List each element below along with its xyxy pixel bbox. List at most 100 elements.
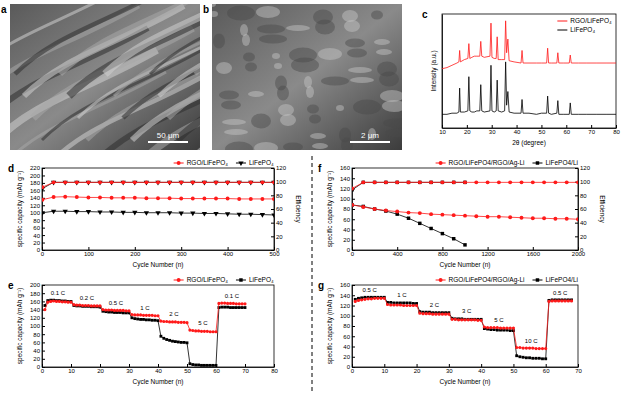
panel-label: b bbox=[203, 4, 209, 15]
data-point bbox=[553, 180, 557, 184]
data-point bbox=[144, 211, 149, 216]
data-point bbox=[463, 243, 466, 246]
legend: RGO/LiFePO4/RGO/Ag-LiLiFePO4/Li bbox=[436, 159, 578, 167]
tick-label: 60 bbox=[543, 368, 550, 374]
tick-mark bbox=[352, 367, 355, 368]
data-point bbox=[191, 329, 194, 332]
tick: 20 bbox=[464, 125, 471, 135]
tick-mark bbox=[449, 364, 450, 367]
tick-mark bbox=[42, 359, 45, 360]
data-point bbox=[55, 300, 58, 303]
data-point bbox=[156, 180, 160, 184]
data-point bbox=[567, 299, 570, 302]
plot-frame bbox=[42, 168, 274, 250]
tick: 30 bbox=[446, 364, 453, 374]
data-point bbox=[352, 187, 354, 191]
data-point bbox=[431, 313, 434, 316]
tick: 140 bbox=[340, 176, 355, 182]
data-point bbox=[188, 362, 191, 365]
legend: RGO/LiFePO4/RGO/Ag-LiLiFePO4/Li bbox=[436, 276, 578, 284]
data-point bbox=[389, 303, 392, 306]
sem-texture bbox=[224, 129, 248, 135]
data-point bbox=[67, 301, 70, 304]
data-point bbox=[463, 318, 466, 321]
tick: 140 bbox=[30, 307, 45, 313]
tick-label: 60 bbox=[343, 217, 350, 223]
data-point bbox=[248, 181, 253, 186]
sem-texture bbox=[33, 28, 193, 118]
tick: 120 bbox=[575, 165, 591, 171]
plot-area bbox=[352, 180, 578, 246]
data-point bbox=[185, 321, 188, 324]
data-point bbox=[75, 195, 79, 199]
data-point bbox=[238, 306, 241, 309]
data-point bbox=[441, 181, 444, 184]
sem-texture bbox=[242, 34, 250, 46]
data-point bbox=[144, 181, 149, 186]
tick-label: 60 bbox=[563, 129, 570, 135]
series bbox=[43, 299, 246, 367]
data-point bbox=[51, 210, 56, 215]
data-point bbox=[174, 320, 177, 323]
data-point bbox=[395, 180, 399, 184]
tick-mark bbox=[517, 125, 518, 128]
data-point bbox=[528, 356, 531, 359]
data-point bbox=[64, 300, 67, 303]
data-point bbox=[197, 329, 200, 332]
data-point bbox=[460, 318, 463, 321]
legend-label: LiFePO4/Li bbox=[545, 276, 578, 283]
series-line bbox=[355, 298, 571, 348]
tick-mark bbox=[352, 326, 355, 327]
data-point bbox=[363, 298, 366, 301]
tick: 40 bbox=[575, 220, 587, 226]
sem-texture bbox=[222, 119, 246, 125]
tick: 20 bbox=[343, 354, 355, 360]
data-point bbox=[547, 300, 550, 303]
data-point bbox=[144, 180, 148, 184]
data-point bbox=[407, 211, 411, 215]
data-point bbox=[109, 210, 114, 215]
data-point bbox=[396, 303, 399, 306]
tick-mark bbox=[42, 220, 45, 221]
tick: 100 bbox=[30, 210, 45, 216]
data-point bbox=[409, 304, 412, 307]
data-point bbox=[463, 181, 466, 184]
tick-label: 80 bbox=[276, 193, 283, 199]
tick-mark bbox=[467, 125, 468, 128]
tick: 20 bbox=[33, 356, 45, 362]
data-point bbox=[499, 326, 502, 329]
data-point bbox=[203, 364, 206, 367]
tick: 30 bbox=[489, 125, 496, 135]
tick-label: 120 bbox=[30, 203, 41, 209]
tick: 80 bbox=[343, 206, 355, 212]
tick-label: 160 bbox=[340, 282, 351, 288]
data-point bbox=[87, 304, 90, 307]
tick: 40 bbox=[514, 125, 521, 135]
tick-label: 400 bbox=[223, 251, 234, 257]
legend-marker bbox=[439, 161, 443, 165]
data-point bbox=[223, 306, 226, 309]
data-point bbox=[155, 211, 160, 216]
tick-mark bbox=[42, 367, 45, 368]
data-point bbox=[570, 299, 573, 302]
tick-mark bbox=[578, 364, 579, 367]
axis-line bbox=[353, 250, 579, 251]
sem-texture bbox=[24, 6, 184, 96]
tick: 300 bbox=[177, 247, 188, 257]
tick: 20 bbox=[414, 364, 421, 374]
tick: 60 bbox=[33, 225, 45, 231]
sem-texture bbox=[348, 67, 372, 73]
data-point bbox=[467, 318, 470, 321]
data-point bbox=[272, 197, 274, 201]
legend-item: LiFePO4/Li bbox=[532, 276, 578, 283]
data-point bbox=[429, 181, 432, 184]
tick-label: 80 bbox=[271, 368, 278, 374]
tick: 20 bbox=[33, 240, 45, 246]
legend-item: RGO/LiFePO₄ bbox=[557, 17, 612, 24]
data-point bbox=[206, 364, 209, 367]
tick-mark bbox=[384, 364, 385, 367]
data-point bbox=[237, 180, 241, 184]
data-point bbox=[69, 301, 72, 304]
data-point bbox=[441, 313, 444, 316]
data-point bbox=[260, 213, 265, 218]
